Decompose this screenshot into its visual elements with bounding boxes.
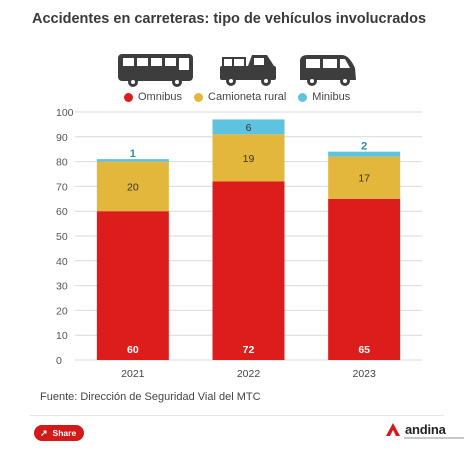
y-tick-label: 60 [56, 206, 68, 218]
legend-swatch-camioneta [194, 92, 204, 102]
andina-logo: andina [384, 421, 464, 439]
legend-item-omnibus: Omnibus [124, 91, 182, 103]
bar-segment [96, 161, 169, 212]
y-tick-label: 30 [56, 281, 68, 293]
y-tick-label: 10 [56, 330, 68, 342]
y-tick-label: 50 [56, 231, 68, 243]
legend-label-minibus: Minibus [312, 91, 351, 103]
legend-label-camioneta: Camioneta rural [208, 91, 287, 103]
legend-swatch-omnibus [124, 92, 133, 102]
bus-icon [118, 54, 193, 87]
pickup-truck-icon [220, 55, 276, 86]
y-tick-label: 40 [56, 256, 68, 268]
source-note: Fuente: Dirección de Seguridad Vial del … [40, 391, 261, 403]
footer-divider [30, 415, 444, 416]
share-icon: ↗ [40, 427, 48, 438]
share-label: Share [52, 428, 77, 438]
y-tick-label: 100 [56, 107, 74, 119]
minibus-icon [300, 55, 356, 86]
bar-segment [328, 198, 401, 360]
chart-title: Accidentes en carreteras: tipo de vehícu… [32, 11, 427, 27]
data-label: 2 [361, 141, 367, 153]
x-tick-label: 2021 [121, 368, 145, 380]
legend-item-minibus: Minibus [298, 91, 350, 103]
legend-item-camioneta: Camioneta rural [194, 91, 286, 103]
data-label: 65 [358, 344, 370, 356]
data-label: 19 [243, 153, 255, 165]
bar-segment [328, 151, 401, 157]
legend-label-omnibus: Omnibus [138, 91, 183, 103]
data-label: 20 [127, 181, 139, 193]
andina-logo-mark [386, 423, 400, 436]
data-label: 60 [127, 344, 139, 356]
legend-swatch-minibus [298, 92, 308, 102]
logo-tagline [404, 437, 464, 439]
data-label: 6 [246, 122, 252, 134]
share-button[interactable]: ↗ Share [34, 425, 85, 441]
bar-segment [212, 181, 285, 360]
x-tick-label: 2022 [237, 368, 261, 380]
bar-segment [328, 156, 401, 199]
data-label: 72 [243, 344, 255, 356]
y-tick-label: 0 [56, 355, 62, 367]
bar-segment [212, 134, 285, 182]
logo-wordmark: andina [405, 421, 446, 437]
y-tick-label: 70 [56, 181, 68, 193]
y-tick-label: 80 [56, 157, 68, 169]
bar-segment [96, 211, 169, 360]
stacked-bar-chart: 0 10 20 30 40 50 60 70 80 90 100 60 20 1 2021 72 19 6 2022… [56, 107, 422, 380]
y-tick-label: 90 [56, 132, 68, 144]
bar-segment [212, 119, 285, 135]
data-label: 1 [130, 148, 136, 160]
chart-legend: Omnibus Camioneta rural Minibus [124, 91, 362, 103]
vehicle-icons [118, 54, 356, 87]
x-tick-label: 2023 [352, 368, 376, 380]
y-tick-label: 20 [56, 305, 68, 317]
bar-segment [96, 159, 169, 162]
data-label: 17 [358, 173, 370, 185]
